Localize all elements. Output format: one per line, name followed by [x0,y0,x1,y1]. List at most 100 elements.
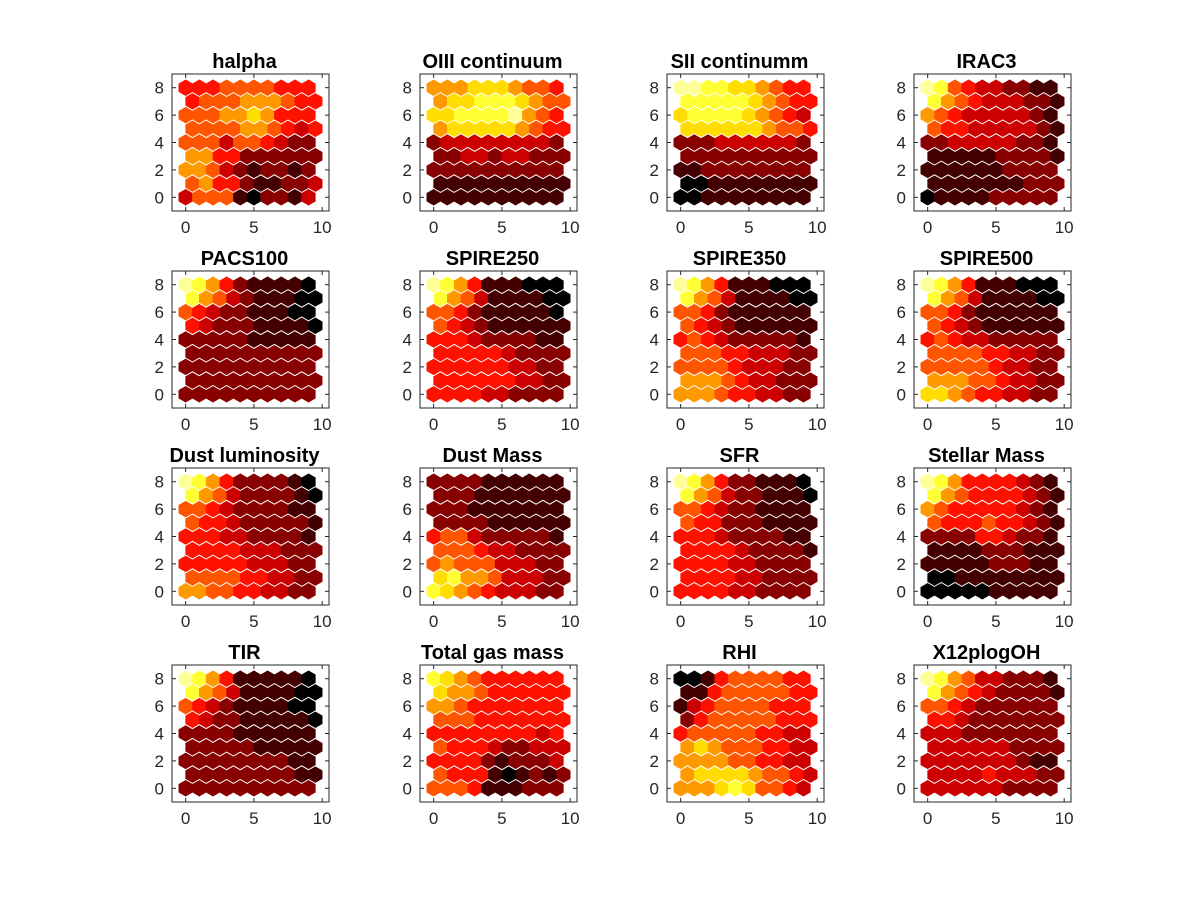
x-tick-label: 0 [676,415,685,434]
hex-cell [1036,684,1051,701]
hex-cell [920,780,935,797]
y-tick-label: 4 [155,331,164,350]
hex-cell [205,134,221,151]
hex-cell [294,766,309,783]
y-tick-label: 8 [897,79,906,98]
hex-cell [280,514,296,532]
hex-cell [968,766,983,783]
hex-cell [440,670,455,687]
hex-cell [487,569,503,586]
hex-cell [762,738,777,756]
hex-cell [700,725,716,742]
hex-cell [721,372,736,389]
hex-cell [748,569,763,586]
hex-cell [1029,134,1044,151]
hex-cell [453,386,469,403]
hex-cell [707,541,722,559]
x-tick-label: 10 [561,612,580,631]
hex-cell [535,697,551,715]
hex-cell [178,331,193,348]
hex-cell [440,697,455,715]
hex-cell [260,386,275,403]
hex-cell [728,583,743,600]
hex-cell [762,487,777,504]
hex-cell [239,175,255,192]
hex-cell [199,290,214,307]
hex-cell [1022,120,1038,138]
hex-cell [1043,697,1058,715]
hex-cell [474,290,489,307]
y-tick-label: 8 [897,276,906,295]
hex-cell [535,303,551,321]
hex-cell [426,725,441,742]
x-tick-label: 0 [923,612,932,631]
hex-cell [178,670,193,687]
x-tick-label: 0 [923,809,932,828]
hex-cell [714,473,729,490]
hex-cell [260,670,275,687]
hex-cell [549,134,564,151]
hex-cell [433,514,448,532]
hex-cell [301,528,316,545]
hex-cell [714,134,729,151]
hex-cell [446,766,462,783]
hex-cell [755,79,770,96]
hex-cell [212,766,227,783]
hex-cell [239,684,255,701]
hex-cell [246,780,262,797]
hex-cell [460,569,475,586]
hex-cell [981,569,997,586]
hex-cell [728,331,743,348]
hex-cell [219,697,234,715]
hex-cell [515,487,530,504]
hex-cell [199,147,214,165]
hex-cell [280,290,296,307]
hex-cell [501,569,516,586]
hex-cell [1050,372,1065,389]
hex-cell [954,317,969,335]
hex-cell [501,541,516,559]
panel-title: OIII continuum [423,51,563,73]
hex-cell [721,514,736,532]
hex-cell [274,386,289,403]
hex-cell [1022,290,1038,307]
hex-cell [226,290,241,307]
x-tick-label: 10 [313,612,332,631]
hex-cell [920,725,935,742]
hex-cell [1009,147,1024,165]
hex-cell [687,276,702,293]
hex-cell [467,161,482,179]
hex-cell [981,147,997,165]
hex-cell [494,189,510,206]
hex-cell [508,528,523,545]
hex-cell [927,684,942,701]
hex-cell [192,670,207,687]
hex-cell [775,684,791,701]
hex-cell [796,752,811,770]
hex-cell [927,290,942,307]
hex-cell [301,780,316,797]
hex-cell [920,473,935,490]
hex-cell [981,487,997,504]
hex-cell [1002,670,1017,687]
y-tick-label: 8 [155,473,164,492]
hex-cell [219,725,234,742]
hex-cell [748,541,763,559]
hex-cell [680,93,695,110]
y-tick-label: 4 [650,331,659,350]
hex-cell [474,684,489,701]
hex-cell [673,331,688,348]
hex-cell [287,697,303,715]
hex-cell [673,583,688,600]
x-tick-label: 10 [313,809,332,828]
hex-cell [687,79,702,96]
hex-cell [961,79,976,96]
hex-cell [219,161,234,179]
hex-cell [212,290,227,307]
hex-cell [274,276,289,293]
hex-cell [440,500,455,518]
hex-cell [988,276,1004,293]
hex-cell [1022,147,1038,165]
